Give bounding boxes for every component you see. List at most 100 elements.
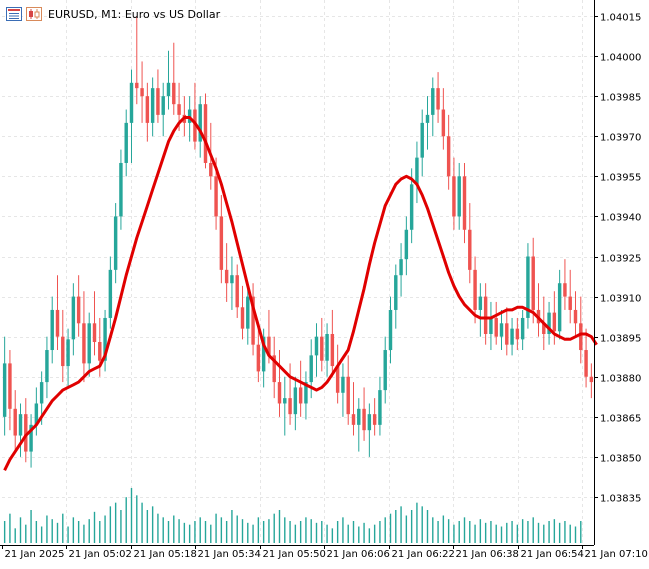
- candle: [557, 269, 562, 340]
- candle: [505, 307, 509, 356]
- candle: [494, 301, 498, 345]
- candle-body: [172, 82, 176, 105]
- candle: [219, 195, 224, 284]
- candle: [383, 336, 387, 404]
- candle: [536, 283, 541, 337]
- candle: [441, 88, 446, 150]
- candle: [457, 162, 461, 230]
- x-tick-label: 21 Jan 05:34: [198, 549, 261, 560]
- candle: [283, 376, 287, 436]
- candle: [145, 82, 150, 142]
- list-icon[interactable]: [6, 7, 22, 21]
- candle-body: [357, 408, 361, 425]
- candle: [462, 162, 467, 244]
- candle: [55, 275, 60, 351]
- candle-body: [335, 366, 340, 393]
- candle-body: [362, 408, 366, 431]
- candle: [304, 371, 308, 420]
- candle: [468, 203, 472, 284]
- candle-body: [409, 184, 414, 230]
- candlestick-chart-icon[interactable]: [26, 7, 42, 21]
- candle-body: [92, 323, 97, 343]
- candle-body: [431, 88, 435, 115]
- candle: [71, 283, 76, 356]
- candle-body: [563, 283, 567, 297]
- candle-body: [483, 296, 488, 334]
- chart-description: Euro vs US Dollar: [124, 7, 221, 21]
- candle-body: [367, 414, 372, 431]
- candle: [224, 243, 229, 302]
- candle: [272, 336, 276, 399]
- y-tick-label: 1.03910: [600, 294, 641, 305]
- candle-body: [452, 176, 456, 217]
- candle-body: [61, 336, 65, 367]
- candle: [415, 141, 419, 204]
- candle: [563, 259, 567, 310]
- candle: [452, 157, 456, 230]
- candle-body: [140, 88, 144, 97]
- candle-body: [378, 390, 382, 425]
- candle: [330, 309, 335, 377]
- candle-body: [119, 162, 123, 217]
- grid: [2, 0, 594, 545]
- candle: [325, 323, 329, 377]
- candle-body: [240, 307, 245, 329]
- candle-body: [436, 88, 440, 110]
- candle-body: [166, 82, 171, 97]
- candle-body: [341, 376, 345, 393]
- candle-body: [82, 323, 86, 364]
- candle: [203, 93, 208, 169]
- candle-body: [45, 350, 49, 383]
- candle-body: [98, 342, 102, 361]
- y-tick-label: 1.03925: [600, 254, 641, 265]
- candle-body: [209, 162, 213, 177]
- candle: [256, 323, 261, 383]
- candle: [425, 96, 430, 150]
- candle: [298, 360, 303, 417]
- candle-body: [579, 323, 583, 351]
- candle: [394, 264, 398, 329]
- candle: [240, 285, 245, 340]
- candle: [246, 283, 250, 345]
- candle-body: [203, 104, 208, 163]
- candle-body: [425, 114, 430, 123]
- candle: [172, 42, 176, 115]
- candle: [251, 283, 255, 356]
- candle-body: [325, 333, 329, 361]
- candle: [515, 317, 520, 351]
- candle: [87, 312, 91, 377]
- candle: [198, 96, 202, 158]
- candle-body: [505, 323, 509, 345]
- candle: [124, 109, 128, 177]
- candle: [140, 61, 144, 123]
- candle: [129, 69, 134, 163]
- candle: [367, 403, 372, 457]
- candle: [45, 336, 49, 399]
- y-tick-label: 1.03970: [600, 133, 641, 144]
- candle: [320, 317, 324, 372]
- candle: [103, 309, 107, 372]
- y-tick-label: 1.04015: [600, 13, 641, 24]
- candle-body: [489, 317, 493, 334]
- candle-body: [288, 398, 292, 415]
- candle: [235, 264, 239, 318]
- candle: [13, 390, 17, 452]
- candle-body: [298, 387, 303, 404]
- y-tick-label: 1.03835: [600, 494, 641, 505]
- candle: [24, 398, 28, 463]
- candle: [61, 309, 65, 383]
- candle-body: [2, 363, 7, 417]
- candle: [420, 109, 424, 177]
- candle-body: [573, 309, 578, 324]
- candle: [2, 336, 7, 436]
- candle-body: [66, 339, 70, 367]
- candle-body: [404, 229, 409, 260]
- candle-body: [446, 136, 451, 177]
- candle: [351, 382, 356, 436]
- candle: [584, 328, 588, 388]
- candle: [531, 237, 535, 324]
- candle: [314, 323, 319, 377]
- moving-average: [3, 116, 598, 471]
